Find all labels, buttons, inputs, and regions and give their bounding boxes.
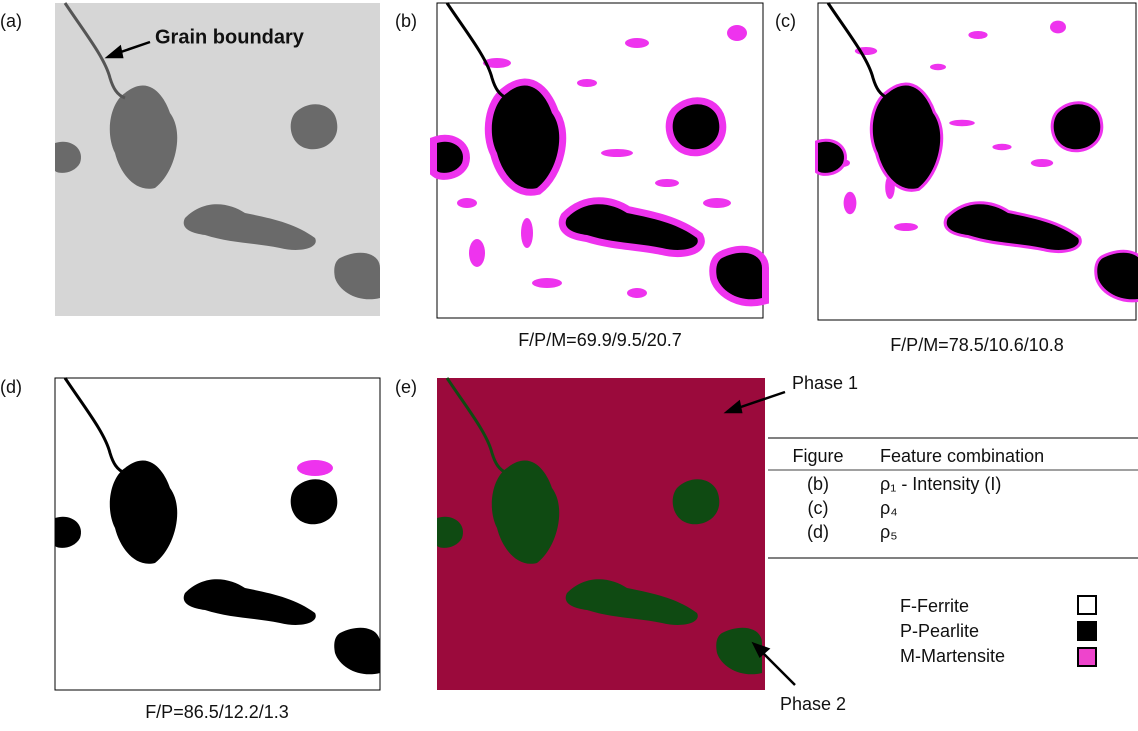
- table-cell: (c): [808, 498, 829, 518]
- legend-label: M-Martensite: [900, 646, 1005, 666]
- table-cell: (d): [807, 522, 829, 542]
- panel-label: (d): [0, 377, 22, 397]
- legend: F-Ferrite P-Pearlite M-Martensite: [900, 596, 1096, 666]
- table-cell: ρ₅: [880, 522, 898, 542]
- table-header: Figure: [792, 446, 843, 466]
- micrograph-b: [437, 3, 763, 318]
- annotation: Grain boundary: [155, 26, 305, 48]
- caption: F/P/M=78.5/10.6/10.8: [890, 335, 1064, 355]
- micrograph-a: [55, 3, 380, 316]
- swatch: [1078, 622, 1096, 640]
- swatch: [1078, 648, 1096, 666]
- panel-label: (a): [0, 11, 22, 31]
- micrograph-c: [818, 3, 1138, 320]
- figure: (a) (b) (c) (d) (e) F/P/M=69.9/9.5/20.7 …: [0, 0, 1138, 726]
- legend-label: P-Pearlite: [900, 621, 979, 641]
- micrograph-d: [55, 378, 380, 690]
- annotation: Phase 2: [780, 694, 846, 714]
- panel-label: (e): [395, 377, 417, 397]
- caption: F/P/M=69.9/9.5/20.7: [518, 330, 682, 350]
- micrograph-e: [437, 378, 765, 690]
- table-cell: ρ₁ - Intensity (I): [880, 474, 1001, 494]
- table-cell: ρ₄: [880, 498, 898, 518]
- table-cell: (b): [807, 474, 829, 494]
- caption: F/P=86.5/12.2/1.3: [145, 702, 289, 722]
- legend-label: F-Ferrite: [900, 596, 969, 616]
- table: Figure Feature combination (b) ρ₁ - Inte…: [768, 438, 1138, 558]
- annotation: Phase 1: [792, 373, 858, 393]
- panel-label: (b): [395, 11, 417, 31]
- panel-label: (c): [775, 11, 796, 31]
- table-header: Feature combination: [880, 446, 1044, 466]
- swatch: [1078, 596, 1096, 614]
